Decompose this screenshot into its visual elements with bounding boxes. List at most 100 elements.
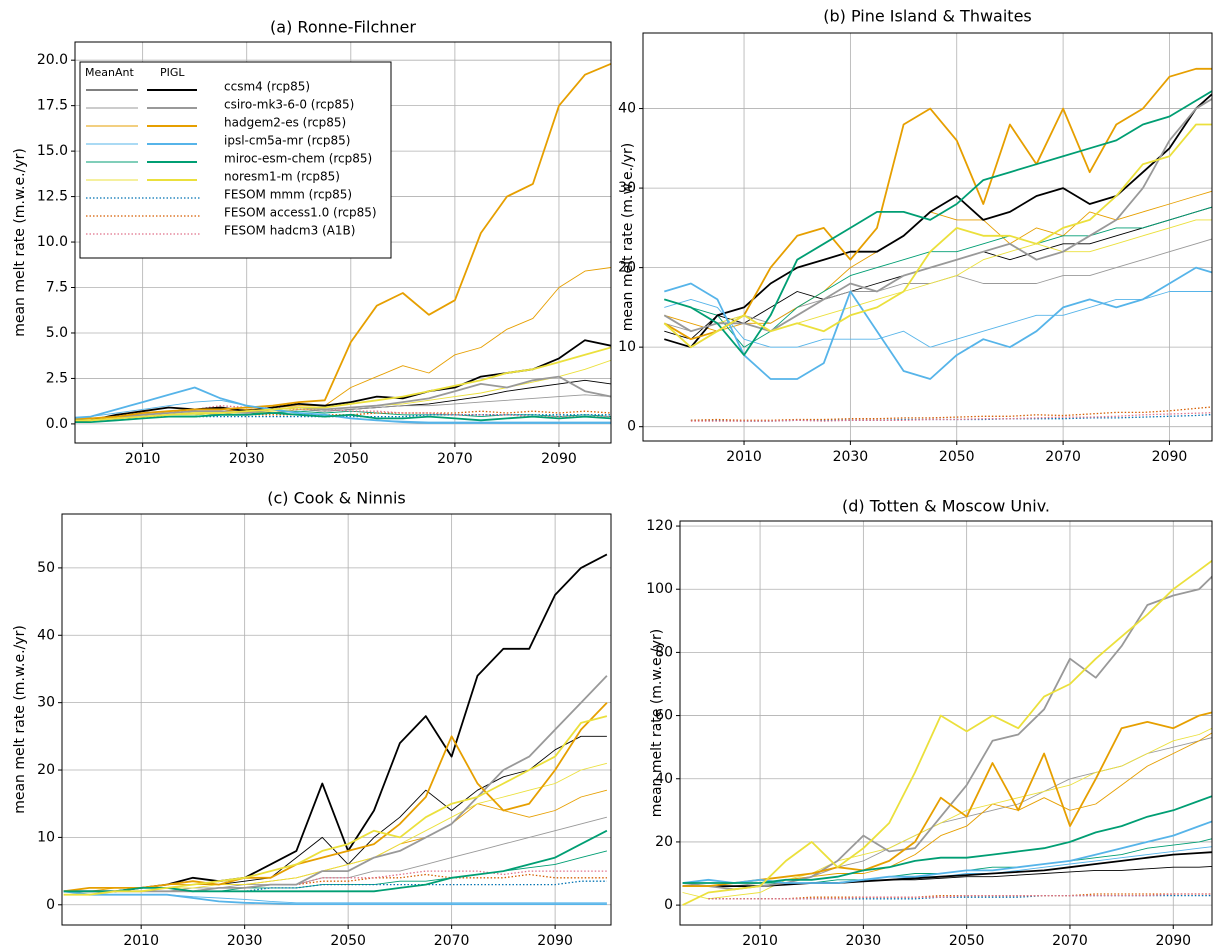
- x-tick-label: 2050: [330, 933, 366, 949]
- legend-column-header: MeanAnt: [85, 66, 134, 79]
- x-tick-label: 2070: [434, 933, 470, 949]
- legend-column-header: PIGL: [160, 66, 185, 79]
- x-tick-label: 2010: [742, 933, 778, 949]
- x-tick-label: 2070: [437, 451, 473, 467]
- line-pigl: [63, 715, 608, 896]
- y-tick-label: 120: [646, 518, 673, 534]
- series-group: [663, 67, 1212, 422]
- y-axis-label: mean melt rate (m.w.e./yr): [12, 148, 28, 337]
- line-pigl: [682, 575, 1212, 891]
- legend-label: hadgem2-es (rcp85): [224, 116, 346, 130]
- line-meanant: [664, 291, 1212, 348]
- y-tick-label: 15.0: [37, 143, 68, 159]
- x-tick-label: 2090: [537, 933, 573, 949]
- y-tick-label: 5.0: [46, 325, 68, 341]
- line-meanant: [89, 873, 607, 892]
- line-meanant: [89, 870, 607, 892]
- line-meanant: [682, 846, 1212, 884]
- line-meanant: [89, 880, 607, 892]
- line-pigl: [63, 675, 608, 893]
- plot-frame: [74, 41, 612, 444]
- line-meanant: [708, 893, 1212, 900]
- y-tick-label: 30: [37, 695, 55, 711]
- line-pigl: [75, 346, 611, 422]
- y-tick-label: 40: [655, 771, 673, 787]
- x-tick-label: 2010: [125, 451, 161, 467]
- line-meanant: [682, 737, 1212, 887]
- y-tick-label: 60: [655, 708, 673, 724]
- line-pigl: [63, 829, 608, 893]
- plot-frame: [642, 32, 1213, 442]
- panel-title: (b) Pine Island & Thwaites: [823, 7, 1032, 26]
- line-meanant: [682, 732, 1212, 887]
- legend-label: FESOM access1.0 (rcp85): [224, 206, 377, 220]
- y-tick-label: 0: [46, 897, 55, 913]
- line-pigl: [75, 375, 611, 422]
- line-meanant: [664, 206, 1212, 348]
- line-pigl: [63, 702, 608, 893]
- x-tick-label: 2070: [1052, 933, 1088, 949]
- line-meanant: [690, 412, 1212, 422]
- x-tick-label: 2030: [229, 451, 265, 467]
- panel: (a) Ronne-Filchner mean melt rate (m.w.e.…: [12, 18, 612, 467]
- y-tick-label: 40: [37, 627, 55, 643]
- plot-frame: [679, 520, 1213, 926]
- line-pigl: [664, 93, 1212, 349]
- panel: (b) Pine Island & Thwaites mean melt rate…: [618, 7, 1213, 465]
- line-meanant: [664, 219, 1212, 332]
- x-tick-label: 2090: [1155, 933, 1191, 949]
- legend-label: csiro-mk3-6-0 (rcp85): [224, 98, 354, 112]
- series-group: [75, 62, 611, 424]
- y-tick-label: 100: [646, 581, 673, 597]
- line-pigl: [682, 559, 1212, 906]
- line-meanant: [90, 414, 611, 420]
- line-pigl: [63, 553, 608, 893]
- y-tick-label: 80: [655, 644, 673, 660]
- legend-label: ccsm4 (rcp85): [224, 80, 310, 94]
- line-pigl: [663, 97, 1212, 333]
- y-tick-label: 20: [37, 762, 55, 778]
- line-pigl: [682, 711, 1212, 887]
- line-pigl: [663, 123, 1212, 349]
- x-tick-label: 2010: [726, 449, 762, 465]
- line-meanant: [664, 206, 1212, 340]
- legend-box: [79, 61, 392, 259]
- x-tick-label: 2050: [333, 451, 369, 467]
- y-tick-label: 20.0: [37, 52, 68, 68]
- line-pigl: [75, 412, 611, 423]
- x-tick-label: 2070: [1045, 449, 1081, 465]
- y-axis-label: mean melt rate (m.w.e./yr): [620, 143, 636, 332]
- line-pigl: [664, 266, 1212, 380]
- panel-title: (d) Totten & Moscow Univ.: [842, 497, 1050, 516]
- line-pigl: [664, 89, 1212, 356]
- line-meanant: [63, 762, 608, 896]
- x-tick-label: 2030: [846, 933, 882, 949]
- x-tick-label: 2030: [833, 449, 869, 465]
- y-tick-label: 0: [627, 419, 636, 435]
- y-tick-label: 7.5: [46, 280, 68, 296]
- y-tick-label: 10.0: [37, 234, 68, 250]
- y-tick-label: 17.5: [37, 98, 68, 114]
- line-pigl: [682, 820, 1212, 884]
- legend-label: miroc-esm-chem (rcp85): [224, 152, 372, 166]
- plot-frame: [61, 513, 612, 926]
- panel: (c) Cook & Ninnis mean melt rate (m.w.e./…: [12, 489, 612, 949]
- x-tick-label: 2050: [949, 933, 985, 949]
- y-tick-label: 0.0: [46, 416, 68, 432]
- y-tick-label: 50: [37, 560, 55, 576]
- x-tick-label: 2010: [123, 933, 159, 949]
- panel: (d) Totten & Moscow Univ. mean melt rate …: [646, 497, 1213, 949]
- y-axis-label: mean melt rate (m.w.e./yr): [649, 629, 665, 818]
- y-axis-label: mean melt rate (m.w.e./yr): [12, 625, 28, 814]
- line-pigl: [75, 62, 611, 420]
- y-tick-label: 20: [618, 260, 636, 276]
- y-tick-label: 30: [618, 180, 636, 196]
- y-tick-label: 12.5: [37, 189, 68, 205]
- y-tick-label: 40: [618, 101, 636, 117]
- y-tick-label: 2.5: [46, 370, 68, 386]
- panel-title: (c) Cook & Ninnis: [267, 489, 406, 508]
- y-tick-label: 10: [37, 829, 55, 845]
- legend-label: noresm1-m (rcp85): [224, 170, 340, 184]
